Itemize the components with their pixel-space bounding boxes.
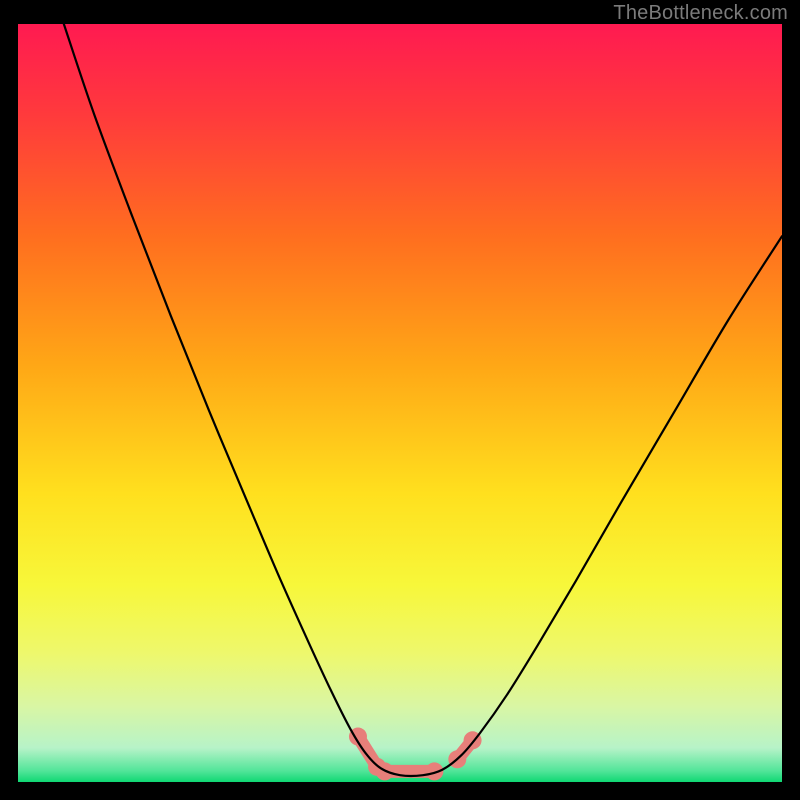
chart-canvas: TheBottleneck.com: [0, 0, 800, 800]
gradient-background: [18, 24, 782, 782]
bottleneck-curve-chart: [0, 0, 800, 800]
